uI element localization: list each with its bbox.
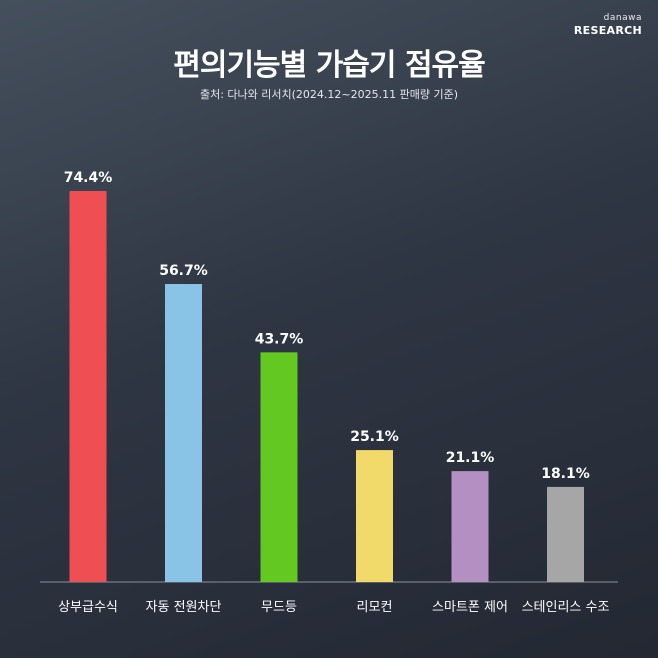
category-label-5: 스테인리스 수조	[522, 600, 610, 615]
category-label-0: 상부급수식	[58, 600, 118, 615]
category-label-2: 무드등	[261, 600, 297, 615]
category-label-4: 스마트폰 제어	[432, 600, 508, 615]
bar-0	[69, 191, 107, 582]
value-label-2: 43.7%	[255, 331, 304, 347]
value-label-3: 25.1%	[350, 429, 399, 445]
value-label-1: 56.7%	[159, 263, 208, 279]
value-label-0: 74.4%	[64, 170, 113, 186]
bar-1	[165, 284, 202, 582]
chart-title: 편의기능별 가습기 점유율	[173, 48, 486, 83]
bar-2	[260, 352, 298, 582]
value-label-4: 21.1%	[446, 450, 495, 466]
category-label-3: 리모컨	[357, 600, 393, 615]
bar-5	[547, 486, 584, 582]
chart-source-note: 출처: 다나와 리서치(2024.12~2025.11 판매량 기준)	[199, 88, 459, 101]
brand-logo-large: RESEARCH	[573, 24, 642, 37]
brand-logo-small: danawa	[603, 13, 642, 23]
bar-3	[356, 450, 393, 582]
brand-logo: danawa RESEARCH	[573, 13, 642, 37]
bar-4	[451, 471, 489, 582]
category-label-1: 자동 전원차단	[146, 600, 222, 615]
value-label-5: 18.1%	[541, 466, 590, 482]
